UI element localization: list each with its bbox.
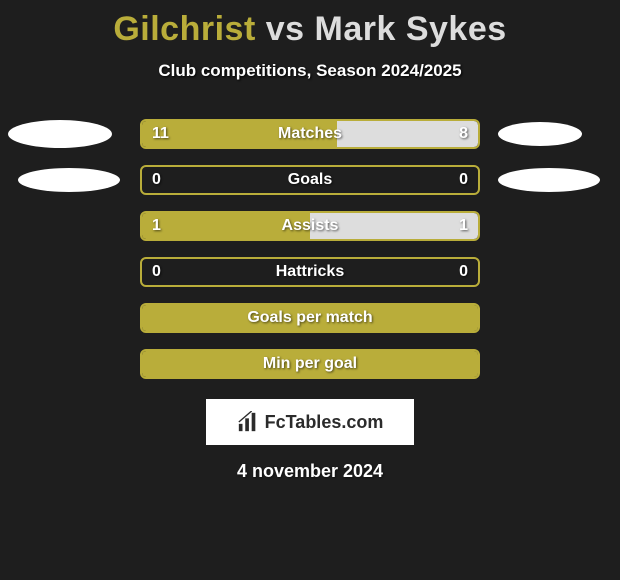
stat-bar: Hattricks0 0 [140, 257, 480, 287]
comparison-chart: Matches118Goals00Assists11Hattricks00Goa… [0, 111, 620, 387]
player2-name: Mark Sykes [315, 10, 507, 48]
stat-value-left: 0 [152, 171, 161, 189]
stat-value-left: 11 [152, 125, 169, 143]
vs-text: vs [266, 10, 305, 48]
stat-value-right: 0 [459, 263, 468, 281]
stat-value-right: 1 [459, 217, 468, 235]
stat-bar: Goals per match [140, 303, 480, 333]
stat-bar: Assists1 1 [140, 211, 480, 241]
bubble-shape [8, 120, 112, 148]
bar-chart-icon [237, 411, 259, 433]
bubble-shape [18, 168, 120, 192]
comparison-title: Gilchrist vs Mark Sykes [0, 0, 620, 49]
player1-name: Gilchrist [113, 10, 255, 48]
fctables-logo[interactable]: FcTables.com [206, 399, 414, 445]
stat-bar: Min per goal [140, 349, 480, 379]
bubble-shape [498, 168, 600, 192]
subtitle: Club competitions, Season 2024/2025 [0, 61, 620, 81]
stat-row: Hattricks0 0 [0, 249, 620, 295]
stat-row: Min per goal [0, 341, 620, 387]
stat-value-right: 8 [459, 125, 468, 143]
stat-label: Matches [142, 125, 478, 143]
stat-value-right: 0 [459, 171, 468, 189]
date-text: 4 november 2024 [0, 461, 620, 482]
stat-label: Min per goal [142, 355, 478, 373]
stat-label: Goals [142, 171, 478, 189]
stat-row: Assists1 1 [0, 203, 620, 249]
stat-row: Goals per match [0, 295, 620, 341]
stat-value-left: 0 [152, 263, 161, 281]
stat-bar: Matches11 8 [140, 119, 480, 149]
stat-bar: Goals0 0 [140, 165, 480, 195]
stat-value-left: 1 [152, 217, 161, 235]
stat-label: Assists [142, 217, 478, 235]
logo-text: FcTables.com [265, 412, 384, 433]
stat-label: Goals per match [142, 309, 478, 327]
stat-label: Hattricks [142, 263, 478, 281]
bubble-shape [498, 122, 582, 146]
